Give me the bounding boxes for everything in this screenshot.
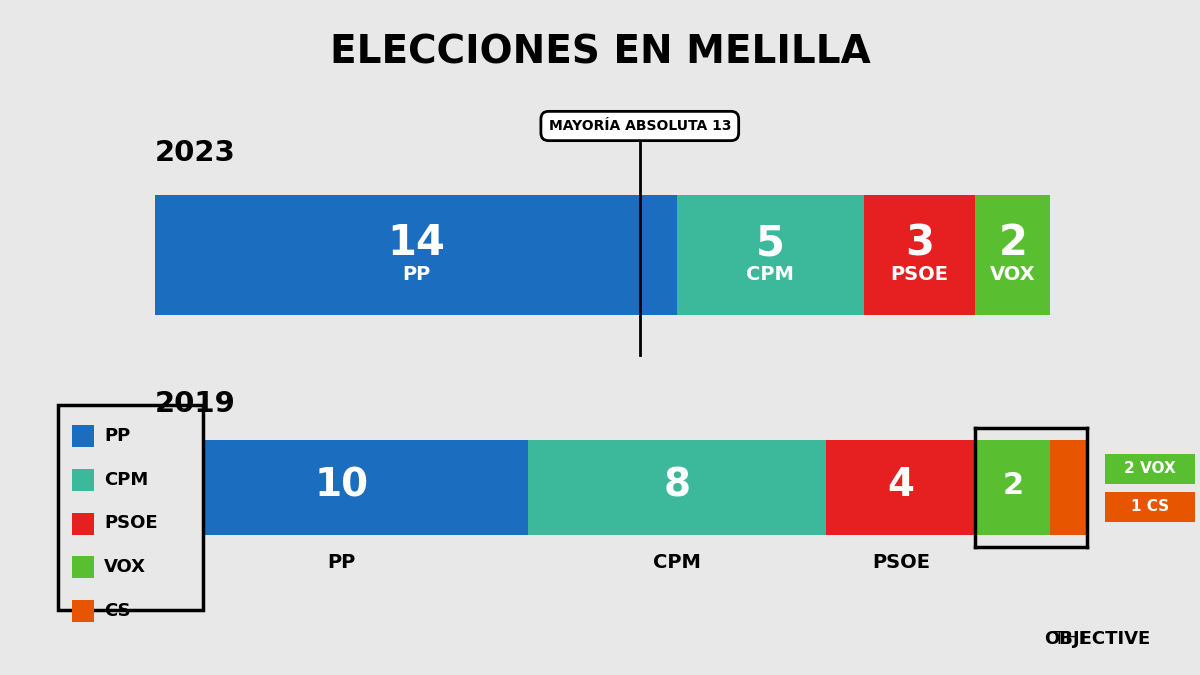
Text: PSOE: PSOE bbox=[872, 553, 930, 572]
Text: 8: 8 bbox=[664, 466, 690, 504]
Bar bbox=[1105, 454, 1195, 483]
Text: 2019: 2019 bbox=[155, 390, 236, 418]
Text: 2 VOX: 2 VOX bbox=[1124, 461, 1176, 476]
Bar bbox=[528, 440, 827, 535]
Text: 2: 2 bbox=[998, 222, 1027, 264]
Bar bbox=[155, 195, 677, 315]
Text: THE: THE bbox=[1054, 630, 1090, 648]
Text: PP: PP bbox=[328, 553, 355, 572]
Text: CPM: CPM bbox=[653, 553, 701, 572]
Bar bbox=[72, 556, 94, 578]
Bar bbox=[72, 512, 94, 535]
Text: CPM: CPM bbox=[746, 265, 794, 284]
Text: VOX: VOX bbox=[990, 265, 1036, 284]
Bar bbox=[72, 425, 94, 447]
Text: 1 CS: 1 CS bbox=[1132, 499, 1169, 514]
Bar bbox=[72, 600, 94, 622]
Text: PSOE: PSOE bbox=[890, 265, 948, 284]
Bar bbox=[976, 440, 1050, 535]
Text: PP: PP bbox=[104, 427, 131, 445]
Bar bbox=[864, 195, 976, 315]
Text: VOX: VOX bbox=[104, 558, 146, 576]
Text: 14: 14 bbox=[388, 222, 445, 264]
Bar bbox=[1050, 440, 1087, 535]
Text: OBJECTIVE: OBJECTIVE bbox=[1044, 630, 1150, 648]
Text: ELECCIONES EN MELILLA: ELECCIONES EN MELILLA bbox=[330, 33, 870, 71]
Text: PSOE: PSOE bbox=[104, 514, 157, 533]
Text: 3: 3 bbox=[905, 222, 934, 264]
Text: 2: 2 bbox=[1002, 471, 1024, 500]
Bar bbox=[976, 195, 1050, 315]
Text: 2023: 2023 bbox=[155, 139, 236, 167]
Bar bbox=[827, 440, 976, 535]
Text: 10: 10 bbox=[314, 466, 368, 504]
Bar bbox=[155, 440, 528, 535]
Text: MAYORÍA ABSOLUTA 13: MAYORÍA ABSOLUTA 13 bbox=[548, 119, 731, 133]
Text: CS: CS bbox=[104, 602, 131, 620]
Text: CPM: CPM bbox=[104, 470, 149, 489]
Text: 4: 4 bbox=[887, 466, 914, 504]
Bar bbox=[58, 405, 203, 610]
Bar bbox=[677, 195, 864, 315]
Text: 5: 5 bbox=[756, 222, 785, 264]
Bar bbox=[72, 468, 94, 491]
Bar bbox=[1105, 491, 1195, 522]
Text: PP: PP bbox=[402, 265, 430, 284]
